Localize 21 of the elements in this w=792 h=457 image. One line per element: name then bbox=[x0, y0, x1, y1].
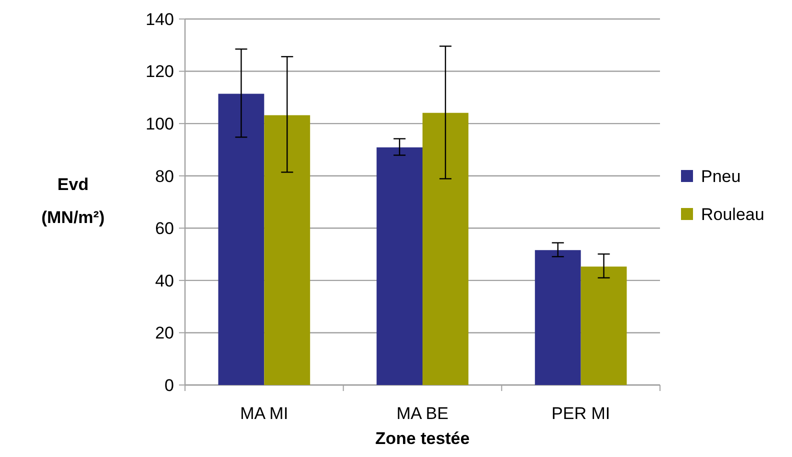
x-tick-label: MA BE bbox=[396, 404, 448, 423]
y-tick-label: 80 bbox=[155, 166, 174, 186]
y-tick-label: 120 bbox=[146, 62, 174, 82]
bar bbox=[376, 147, 422, 385]
y-tick-label: 140 bbox=[146, 10, 174, 29]
x-axis-title: Zone testée bbox=[375, 429, 470, 448]
y-axis-title: Evd (MN/m²) bbox=[41, 175, 105, 227]
bar bbox=[534, 250, 581, 385]
y-tick-label: 40 bbox=[155, 271, 174, 290]
bar bbox=[580, 266, 627, 385]
x-tick-label: PER MI bbox=[552, 404, 610, 423]
y-tick-label: 60 bbox=[155, 219, 174, 238]
legend-label: Pneu bbox=[701, 166, 741, 186]
y-tick-label: 20 bbox=[155, 324, 174, 343]
y-tick-label: 100 bbox=[146, 114, 174, 134]
bar bbox=[422, 112, 468, 385]
bar bbox=[264, 115, 310, 385]
y-tick-label: 0 bbox=[164, 376, 174, 395]
bar bbox=[218, 94, 264, 385]
legend-label: Rouleau bbox=[701, 204, 764, 224]
x-tick-label: MA MI bbox=[240, 404, 288, 423]
